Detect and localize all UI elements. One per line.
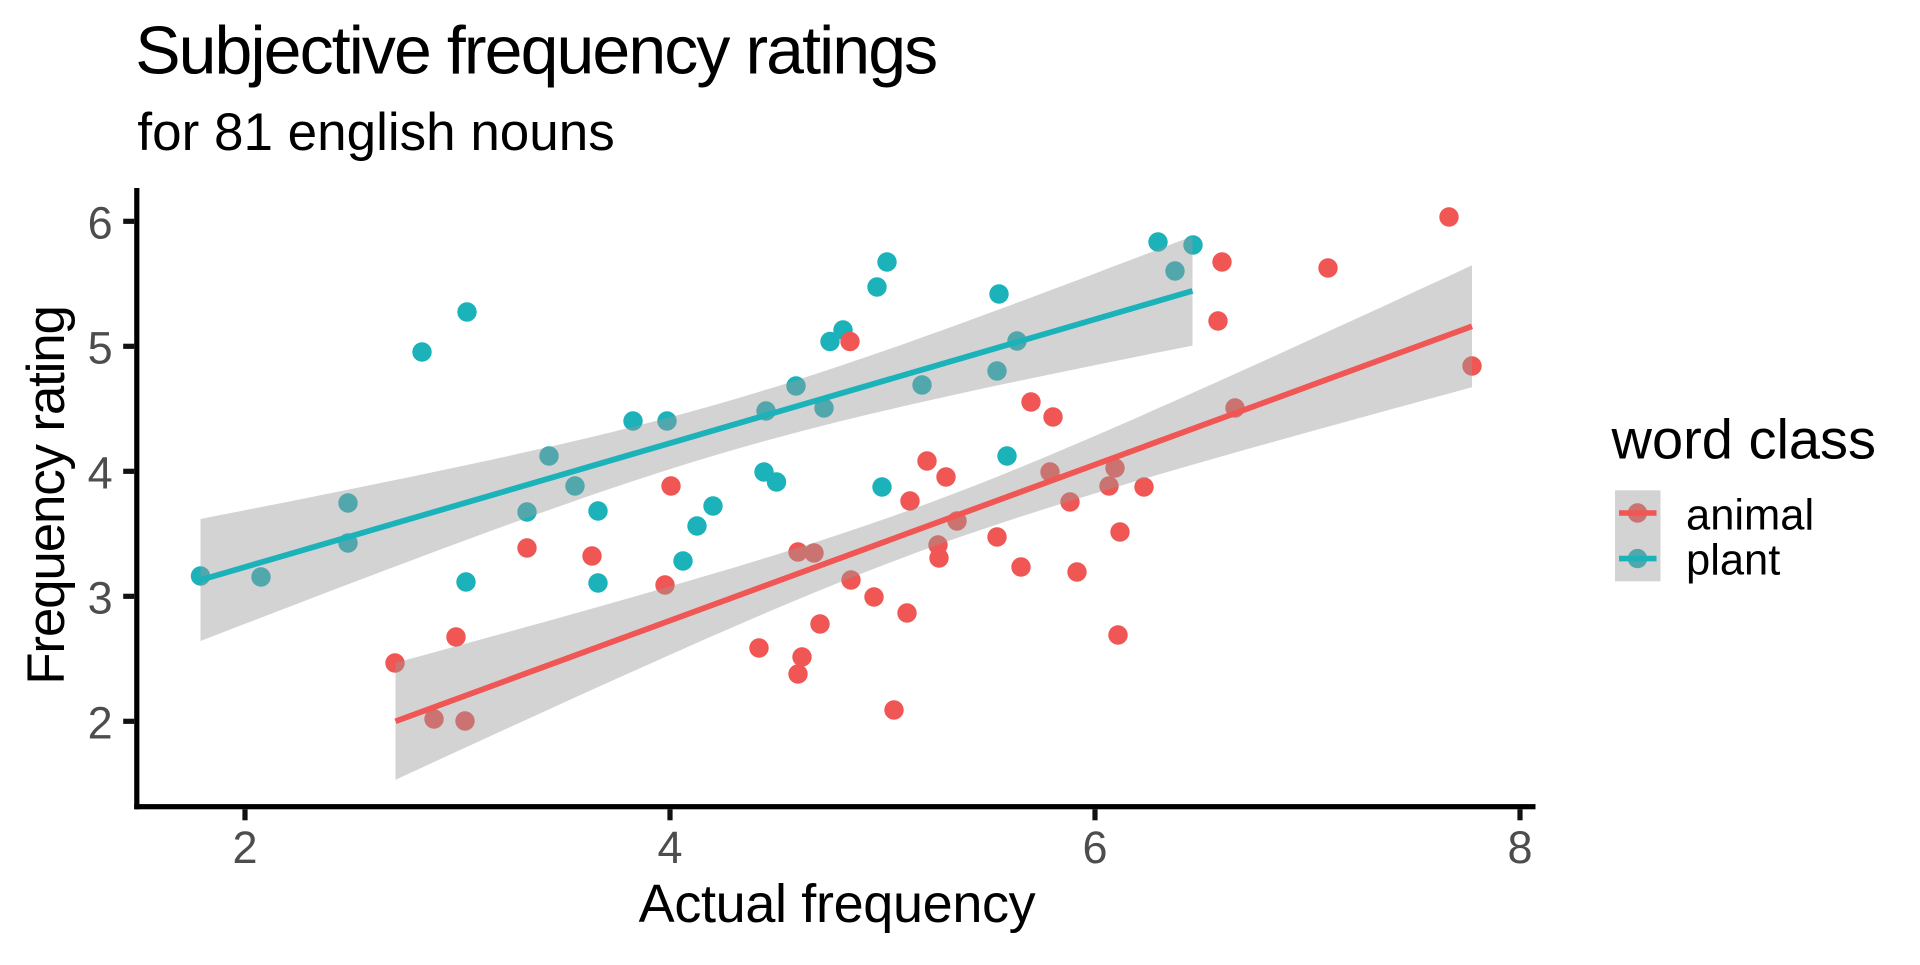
svg-text:4: 4	[657, 822, 682, 873]
svg-text:8: 8	[1507, 822, 1532, 873]
svg-text:5: 5	[88, 322, 113, 373]
svg-text:plant: plant	[1686, 537, 1780, 585]
svg-text:word class: word class	[1611, 407, 1877, 470]
svg-text:Actual frequency: Actual frequency	[639, 874, 1036, 934]
svg-text:3: 3	[88, 572, 113, 623]
svg-text:4: 4	[88, 447, 113, 498]
svg-text:Frequency rating: Frequency rating	[17, 306, 76, 685]
svg-text:2: 2	[88, 697, 113, 748]
svg-text:6: 6	[88, 197, 113, 248]
svg-text:animal: animal	[1686, 492, 1814, 540]
svg-text:Subjective frequency ratings: Subjective frequency ratings	[135, 12, 936, 88]
svg-text:2: 2	[232, 822, 257, 873]
svg-text:for 81 english nouns: for 81 english nouns	[137, 103, 614, 162]
svg-text:6: 6	[1082, 822, 1107, 873]
